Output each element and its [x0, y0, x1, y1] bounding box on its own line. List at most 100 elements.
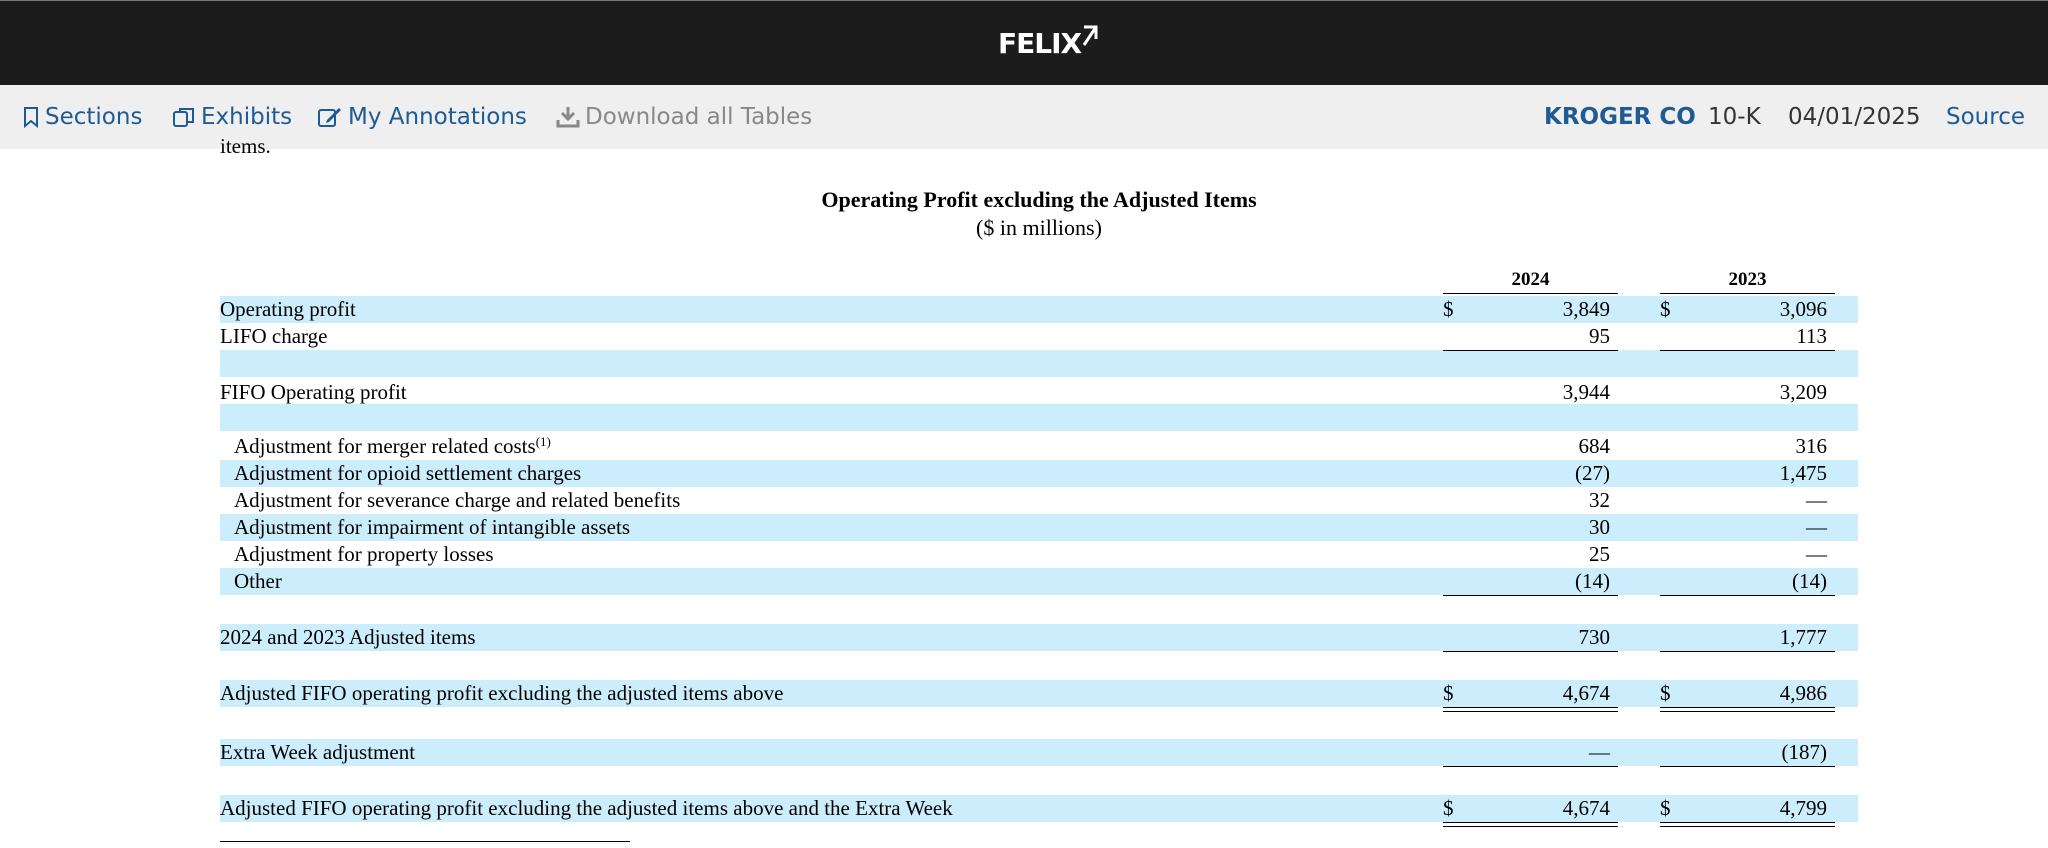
cut-off-text: items. [220, 134, 271, 158]
underline-2023 [1660, 595, 1835, 596]
row-label: Adjustment for severance charge and rela… [234, 488, 681, 512]
table-row: Adjustment for severance charge and rela… [220, 487, 1858, 514]
column-header-2023: 2023 [1728, 269, 1767, 290]
download-label: Download all Tables [585, 104, 813, 130]
dollar-sign-2023: $ [1660, 681, 1671, 705]
toolbar: Sections Exhibits My Annotations Downloa… [0, 85, 2048, 149]
download-all-tables-button[interactable]: Download all Tables [556, 85, 812, 149]
download-icon [556, 107, 580, 128]
value-2024: 30 [1589, 515, 1610, 539]
value-2024: 4,674 [1562, 796, 1610, 820]
underline-2023 [1660, 707, 1835, 712]
bookmark-icon [24, 107, 38, 128]
row-label: FIFO Operating profit [220, 380, 407, 404]
row-label: Adjusted FIFO operating profit excluding… [220, 796, 953, 820]
header-underline-2023 [1660, 293, 1835, 294]
table-row: LIFO charge 95 113 [220, 323, 1858, 351]
felix-logo[interactable]: FELIX [998, 25, 1098, 60]
value-2024: 4,674 [1562, 681, 1610, 705]
row-label: Operating profit [220, 297, 356, 321]
table-row: Extra Week adjustment — (187) [220, 739, 1858, 767]
table-row: Adjustment for impairment of intangible … [220, 514, 1858, 541]
value-2023: (187) [1781, 740, 1828, 764]
document-content: items. Operating Profit excluding the Ad… [0, 136, 2048, 848]
table-row: Adjustment for merger related costs(1) 68… [220, 433, 1858, 460]
value-2023: — [1806, 542, 1827, 566]
company-name: KROGER CO [1544, 104, 1696, 130]
underline-2023 [1660, 766, 1835, 767]
table-row: Adjusted FIFO operating profit excluding… [220, 795, 1858, 827]
value-2023: 4,986 [1779, 681, 1827, 705]
underline-2023 [1660, 822, 1835, 827]
column-header-2024: 2024 [1511, 269, 1550, 290]
underline-2024 [1443, 350, 1618, 351]
value-2024: 32 [1589, 488, 1610, 512]
value-2024: (27) [1575, 461, 1610, 485]
table-row: 2024 and 2023 Adjusted items 730 1,777 [220, 624, 1858, 652]
row-label: Adjustment for merger related costs(1) [234, 434, 551, 458]
value-2024: 25 [1589, 542, 1610, 566]
table-subtitle: ($ in millions) [976, 215, 1102, 240]
row-label: Extra Week adjustment [220, 740, 416, 764]
value-2024: (14) [1575, 569, 1610, 593]
form-type: 10-K [1708, 104, 1761, 130]
annotations-label: My Annotations [348, 104, 527, 130]
filing-date: 04/01/2025 [1788, 104, 1921, 130]
value-2024: 730 [1578, 625, 1611, 649]
underline-2023 [1660, 350, 1835, 351]
value-2024: 95 [1589, 324, 1610, 348]
value-2023: (14) [1792, 569, 1827, 593]
my-annotations-button[interactable]: My Annotations [317, 85, 527, 149]
table-row: Operating profit $ $3,849 3,096 [220, 296, 1858, 323]
dollar-sign-2023: $ [1660, 796, 1671, 820]
value-2023: 4,799 [1779, 796, 1827, 820]
row-label: Adjustment for opioid settlement charges [234, 461, 582, 485]
value-2024: 3,944 [1562, 380, 1610, 404]
row-label: Adjustment for impairment of intangible … [234, 515, 631, 539]
underline-2024 [1443, 595, 1618, 596]
dollar-sign-2024: $ [1443, 681, 1454, 705]
underline-2024 [1443, 822, 1618, 827]
underline-2024 [1443, 766, 1618, 767]
spacer-row [220, 404, 1858, 431]
value-2023: 3,096 [1779, 297, 1827, 321]
value-2023: — [1806, 488, 1827, 512]
arrow-up-right-icon [1082, 25, 1098, 46]
footnote-marker: (1) [535, 434, 551, 449]
underline-2024 [1443, 707, 1618, 712]
row-label: Adjustment for property losses [234, 542, 494, 566]
top-bar: FELIX [0, 0, 2048, 85]
table-row: Adjustment for opioid settlement charges… [220, 460, 1858, 487]
edit-icon [318, 108, 341, 127]
logo-text: FELIX [998, 27, 1082, 60]
spacer-row [220, 350, 1858, 377]
value-2024: — [1589, 740, 1610, 764]
table-row: Adjustment for property losses 25 — [220, 541, 1858, 568]
dollar-sign-2024: $ [1443, 796, 1454, 820]
exhibits-button[interactable]: Exhibits [172, 85, 292, 149]
dollar-sign-2024: $ [1443, 297, 1454, 321]
value-2023: 113 [1796, 324, 1827, 348]
row-label: LIFO charge [220, 324, 328, 348]
dollar-sign-2023: $ [1660, 297, 1671, 321]
table-row: FIFO Operating profit 3,944 3,209 [220, 379, 1858, 406]
row-label: 2024 and 2023 Adjusted items [220, 625, 476, 649]
value-2023: 1,777 [1779, 625, 1827, 649]
sections-button[interactable]: Sections [22, 85, 142, 149]
value-2023: 1,475 [1779, 461, 1827, 485]
row-label: Other [234, 569, 282, 593]
value-2023: — [1806, 515, 1827, 539]
sections-label: Sections [45, 104, 143, 130]
source-link[interactable]: Source [1946, 104, 2025, 130]
value-2023: 3,209 [1779, 380, 1827, 404]
header-underline-2024 [1443, 293, 1618, 294]
exhibits-label: Exhibits [201, 104, 293, 130]
underline-2024 [1443, 651, 1618, 652]
row-label: Adjusted FIFO operating profit excluding… [220, 681, 784, 705]
underline-2023 [1660, 651, 1835, 652]
value-2024: 684 [1578, 434, 1611, 458]
value-2023: 316 [1795, 434, 1828, 458]
table-title: Operating Profit excluding the Adjusted … [821, 187, 1257, 212]
value-2024: 3,849 [1562, 297, 1610, 321]
table-row: Other (14) (14) [220, 568, 1858, 596]
